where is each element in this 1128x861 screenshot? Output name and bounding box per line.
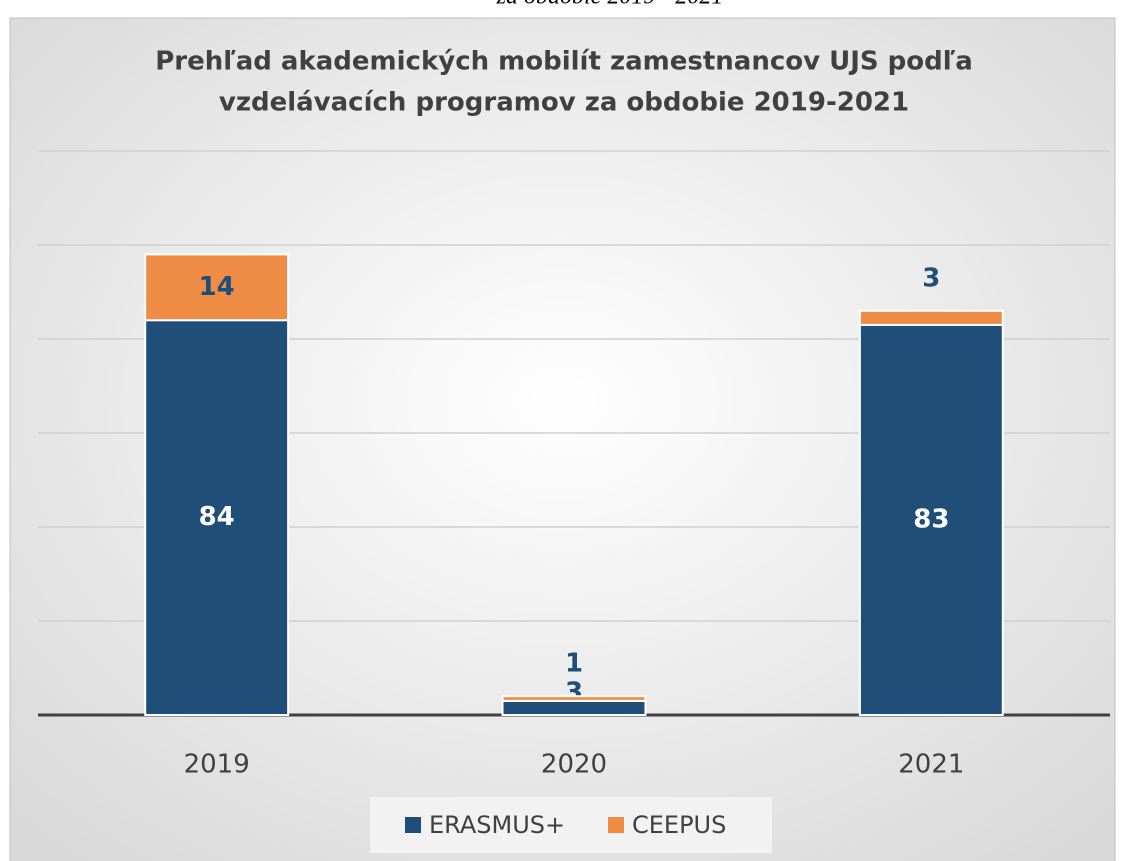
data-label: 3: [922, 263, 940, 293]
legend-marker: [608, 817, 624, 833]
legend-box: [370, 797, 772, 853]
x-tick-label: 2021: [898, 750, 964, 780]
bar-segment: [144, 319, 290, 716]
data-label: 1: [565, 649, 583, 679]
x-tick-label: 2020: [541, 750, 607, 780]
data-label: 14: [199, 272, 235, 302]
bar-segment: [858, 309, 1004, 326]
bar-segment: [144, 253, 290, 322]
bar-segment: [858, 323, 1004, 716]
bar-segment: [501, 695, 647, 702]
x-tick-label: 2019: [184, 750, 250, 780]
chart-title: vzdelávacích programov za obdobie 2019-2…: [219, 88, 909, 118]
legend-label: ERASMUS+: [429, 811, 565, 839]
chart-title: Prehľad akademických mobilít zamestnanco…: [155, 47, 973, 77]
caption: za obdobie 2019 - 2021: [496, 0, 724, 10]
data-label: 3: [565, 677, 583, 707]
legend-label: CEEPUS: [632, 811, 726, 839]
data-label: 83: [913, 504, 949, 534]
legend-marker: [405, 817, 421, 833]
data-label: 84: [199, 502, 235, 532]
